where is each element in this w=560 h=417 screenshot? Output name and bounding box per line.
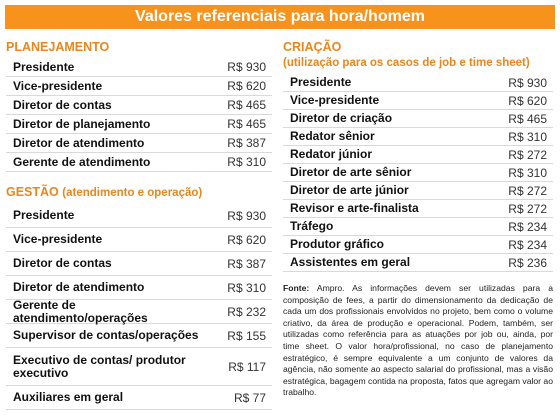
table-row: Presidente R$ 930 [6, 204, 272, 228]
role-name: Presidente [290, 75, 352, 89]
table-row: Gerente de atendimento R$ 310 [6, 153, 272, 172]
hourly-rate: R$ 387 [227, 256, 266, 271]
gestao-title: GESTÃO (atendimento e operação) [6, 185, 202, 199]
table-row: Vice-presidente R$ 620 [283, 92, 553, 110]
hourly-rate: R$ 234 [508, 237, 547, 252]
role-name: Redator sênior [290, 129, 375, 143]
table-row: Assistentes em geral R$ 236 [283, 254, 553, 272]
role-name: Diretor de atendimento [13, 280, 145, 294]
table-row: Produtor gráfico R$ 234 [283, 236, 553, 254]
gestao-title-text: GESTÃO [6, 185, 59, 199]
role-name: Assistentes em geral [290, 255, 411, 269]
table-row: Diretor de atendimento R$ 310 [6, 276, 272, 300]
table-row: Tráfego R$ 234 [283, 218, 553, 236]
role-name: Presidente [13, 59, 75, 74]
table-row: Redator júnior R$ 272 [283, 146, 553, 164]
hourly-rate: R$ 77 [233, 390, 266, 405]
page-title: Valores referenciais para hora/homem [5, 5, 555, 29]
hourly-rate: R$ 117 [228, 359, 266, 374]
table-row: Gerente de atendimento/operações R$ 232 [6, 297, 272, 325]
role-name: Redator júnior [290, 147, 373, 161]
hourly-rate: R$ 465 [227, 98, 266, 112]
hourly-rate: R$ 236 [508, 255, 547, 270]
table-row: Diretor de atendimento R$ 387 [6, 134, 272, 153]
role-name: Diretor de criação [290, 111, 393, 125]
table-row: Vice-presidente R$ 620 [6, 77, 272, 96]
role-name: Presidente [13, 208, 75, 222]
table-row: Executivo de contas/ produtor executivo R… [6, 348, 272, 386]
gestao-subtitle: (atendimento e operação) [62, 187, 203, 199]
role-name: Supervisor de contas/operações [13, 328, 199, 342]
criacao-table: Presidente R$ 930 Vice-presidente R$ 620 Dir… [283, 74, 553, 274]
hourly-rate: R$ 465 [227, 117, 266, 131]
hourly-rate: R$ 234 [508, 219, 547, 234]
hourly-rate: R$ 930 [508, 75, 547, 90]
hourly-rate: R$ 272 [508, 147, 547, 162]
table-row: Auxiliares em geral R$ 77 [6, 386, 272, 410]
table-row: Diretor de arte sênior R$ 310 [283, 164, 553, 182]
role-name: Diretor de arte júnior [290, 183, 409, 197]
role-name: Diretor de arte sênior [290, 165, 412, 179]
role-name: Auxiliares em geral [13, 390, 124, 404]
table-row: Diretor de arte júnior R$ 272 [283, 182, 553, 200]
table-row: Revisor e arte-finalista R$ 272 [283, 200, 553, 218]
criacao-title: CRIAÇÃO [283, 40, 341, 54]
hourly-rate: R$ 930 [227, 208, 266, 223]
criacao-title-text: CRIAÇÃO [283, 40, 342, 54]
gestao-table: Presidente R$ 930 Vice-presidente R$ 620 Dir… [6, 204, 272, 410]
planejamento-title-text: PLANEJAMENTO [6, 40, 110, 54]
hourly-rate: R$ 310 [227, 280, 266, 295]
planejamento-title: PLANEJAMENTO [6, 40, 109, 54]
footnote: Fonte: Ampro. As informações devem ser u… [283, 283, 553, 399]
hourly-rate: R$ 232 [227, 304, 266, 319]
criacao-subtitle: (utilização para os casos de job e time … [283, 57, 530, 69]
role-name: Diretor de planejamento [13, 116, 151, 131]
role-name: Vice-presidente [13, 78, 103, 93]
role-name: Vice-presidente [13, 232, 103, 246]
role-name: Revisor e arte-finalista [290, 201, 419, 215]
table-row: Diretor de contas R$ 387 [6, 252, 272, 276]
role-name: Vice-presidente [290, 93, 380, 107]
role-name: Gerente de atendimento [13, 154, 151, 169]
role-name: Tráfego [290, 219, 334, 233]
hourly-rate: R$ 387 [227, 136, 266, 150]
table-row: Redator sênior R$ 310 [283, 128, 553, 146]
hourly-rate: R$ 620 [227, 79, 266, 93]
table-row: Diretor de planejamento R$ 465 [6, 115, 272, 134]
table-row: Vice-presidente R$ 620 [6, 228, 272, 252]
hourly-rate: R$ 465 [508, 111, 547, 126]
table-row: Diretor de criação R$ 465 [283, 110, 553, 128]
role-name: Diretor de contas [13, 97, 112, 112]
table-row: Presidente R$ 930 [283, 74, 553, 92]
table-row: Supervisor de contas/operações R$ 155 [6, 324, 272, 348]
hourly-rate: R$ 310 [508, 165, 547, 180]
role-name: Produtor gráfico [290, 237, 385, 251]
role-name: Diretor de contas [13, 256, 112, 270]
hourly-rate: R$ 272 [508, 183, 547, 198]
footnote-label: Fonte: [283, 283, 310, 293]
planejamento-table: Presidente R$ 930 Vice-presidente R$ 620 Dir… [6, 58, 272, 176]
criacao-subtitle-line: (utilização para os casos de job e time … [283, 55, 530, 69]
hourly-rate: R$ 930 [227, 60, 266, 74]
hourly-rate: R$ 310 [508, 129, 547, 144]
hourly-rate: R$ 155 [227, 328, 266, 343]
role-name: Diretor de atendimento [13, 135, 145, 150]
role-name: Executivo de contas/ produtor executivo [13, 352, 186, 380]
hourly-rate: R$ 620 [508, 93, 547, 108]
hourly-rate: R$ 272 [508, 201, 547, 216]
footnote-text: Ampro. As informações devem ser utilizad… [283, 283, 553, 398]
hourly-rate: R$ 620 [227, 232, 266, 247]
table-row: Diretor de contas R$ 465 [6, 96, 272, 115]
table-row: Presidente R$ 930 [6, 58, 272, 77]
hourly-rate: R$ 310 [227, 155, 266, 169]
role-name: Gerente de atendimento/operações [13, 297, 148, 325]
